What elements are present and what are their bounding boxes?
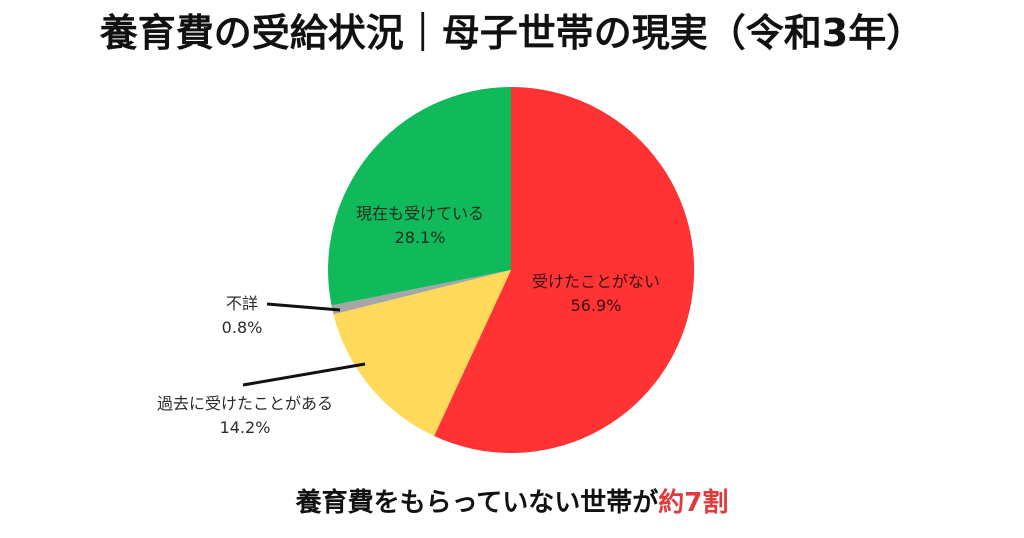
summary-text: 養育費をもらっていない世帯が [295,488,659,518]
label-received-in-past: 過去に受けたことがある 14.2% [120,392,370,440]
label-value: 14.2% [219,418,271,437]
label-text: 現在も受けている [355,204,484,223]
chart-title: 養育費の受給状況｜母子世帯の現実（令和3年） [99,11,925,55]
summary-caption: 養育費をもらっていない世帯が約7割 [0,482,1024,519]
label-value: 28.1% [394,228,446,247]
label-text: 不詳 [225,294,258,313]
label-text: 受けたことがない [531,272,660,291]
label-value: 0.8% [221,318,263,337]
label-never-received: 受けたことがない 56.9% [508,270,684,318]
label-value: 56.9% [570,296,622,315]
slice-unknown [331,270,511,315]
leader-line-past [242,362,366,387]
label-text: 過去に受けたことがある [156,394,333,413]
slice-received-in-past [333,270,511,436]
label-unknown: 不詳 0.8% [210,292,274,340]
slice-currently-receiving [328,87,511,306]
label-currently-receiving: 現在も受けている 28.1% [330,202,510,250]
summary-highlight: 約7割 [658,488,729,518]
leader-line-unknown [266,302,341,312]
slice-never-received [434,86,695,453]
